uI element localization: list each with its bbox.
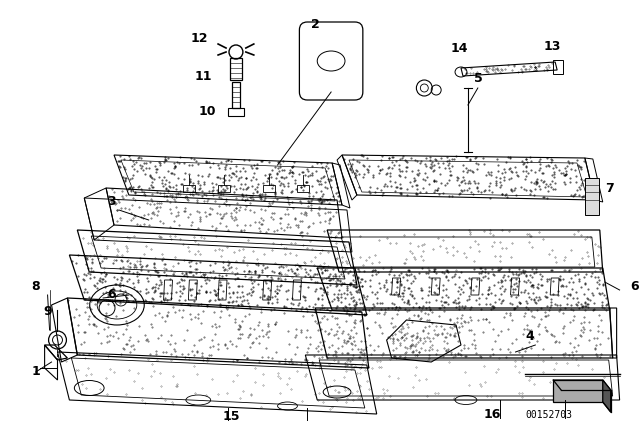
Text: 8: 8 — [32, 280, 40, 293]
Text: 10: 10 — [198, 105, 216, 118]
Text: 14: 14 — [450, 42, 468, 55]
Text: 11: 11 — [195, 70, 212, 83]
Polygon shape — [585, 178, 599, 215]
Text: 9: 9 — [44, 305, 52, 318]
Text: 6: 6 — [630, 280, 639, 293]
Text: 1: 1 — [32, 365, 40, 378]
Text: 15: 15 — [222, 410, 239, 423]
Text: 00152703: 00152703 — [525, 410, 572, 420]
Text: 5: 5 — [474, 72, 483, 85]
Text: 4: 4 — [525, 330, 534, 343]
Text: 6: 6 — [107, 288, 116, 301]
Text: 13: 13 — [543, 40, 561, 53]
Text: 12: 12 — [190, 32, 208, 45]
Text: 3: 3 — [107, 195, 116, 208]
Text: 16: 16 — [484, 408, 501, 421]
Text: 2: 2 — [311, 18, 320, 31]
Polygon shape — [553, 380, 611, 390]
Text: 7: 7 — [605, 182, 614, 195]
Polygon shape — [553, 380, 603, 402]
Polygon shape — [603, 380, 611, 412]
